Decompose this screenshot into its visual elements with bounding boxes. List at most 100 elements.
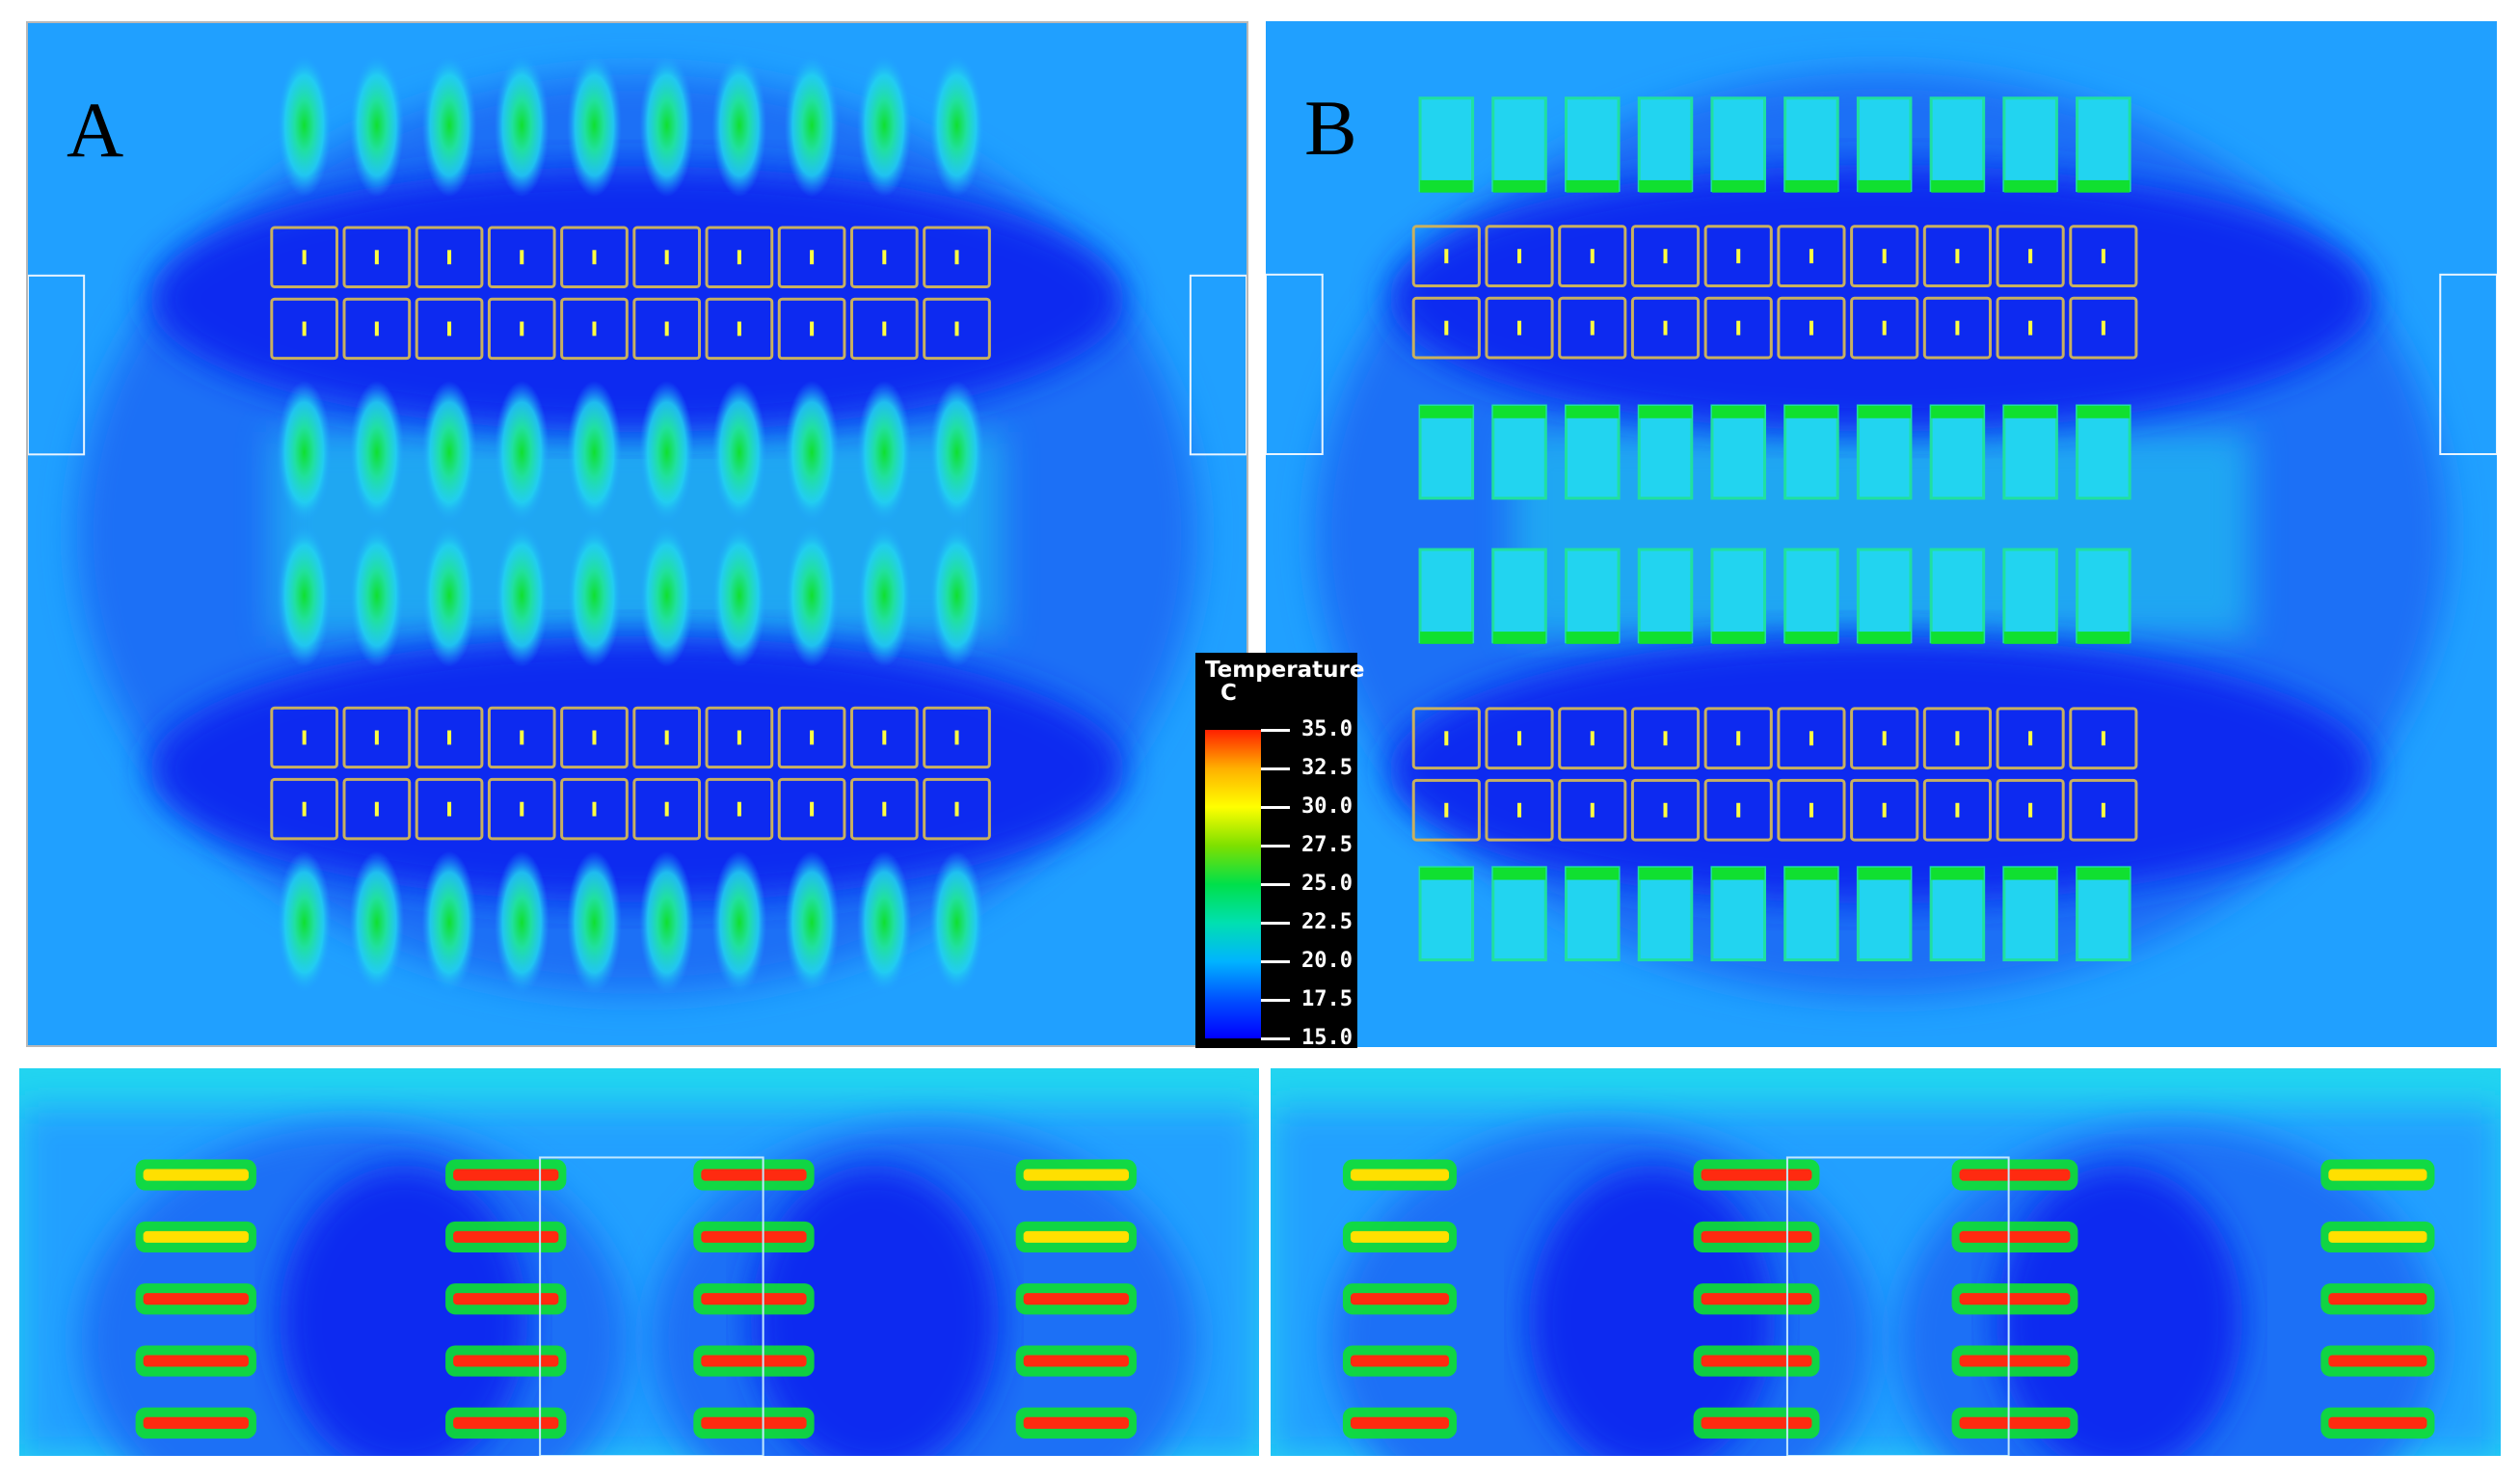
shelf-hot [2328, 1355, 2427, 1367]
heat-block [1929, 866, 1986, 962]
heat-block [1637, 96, 1694, 193]
rack-marker [1955, 802, 1960, 818]
shelf-hot [1350, 1416, 1450, 1429]
heat-plume [277, 850, 333, 994]
rack-box [415, 297, 484, 361]
shelf-hot [143, 1293, 249, 1305]
heat-edge [1931, 632, 1984, 644]
heat-block [1783, 404, 1839, 500]
heat-edge [2077, 406, 2131, 418]
rack-box [849, 226, 919, 288]
rack-box [1850, 778, 1919, 842]
temperature-contour-section-a [19, 1068, 1259, 1456]
rack-box [560, 777, 629, 841]
heat-edge [1492, 632, 1546, 644]
heat-plume [639, 53, 695, 198]
legend-tick-mark [1261, 1037, 1290, 1040]
rack-box [1558, 225, 1627, 288]
heat-edge [1492, 406, 1546, 418]
legend-title: Temperature C [1205, 659, 1364, 705]
rack-box [560, 706, 629, 769]
heat-edge [1420, 406, 1473, 418]
rack-box [1411, 296, 1481, 360]
rack-box [632, 706, 702, 769]
heat-block [1710, 548, 1766, 644]
rack-marker [1736, 320, 1741, 336]
rack-marker [1590, 731, 1595, 746]
rack-box [705, 226, 774, 288]
rack-box [1411, 225, 1481, 288]
heat-edge [2003, 867, 2057, 880]
rack-marker [520, 250, 524, 265]
rack-marker [447, 801, 452, 817]
heat-block [2002, 404, 2058, 500]
rack-marker [1882, 731, 1887, 746]
heat-block [1929, 404, 1986, 500]
legend-tick-label: 25.0 [1301, 872, 1353, 896]
temperature-contour-section-b [1271, 1068, 2501, 1456]
heat-edge [1858, 406, 1911, 418]
rack-box [2069, 778, 2138, 842]
plan-view-b: B [1266, 21, 2497, 1047]
legend-tick-label: 27.5 [1301, 833, 1353, 857]
heat-plume [639, 524, 695, 667]
shelf-hot [1701, 1169, 1812, 1181]
rack-marker [954, 730, 959, 745]
heat-edge [1639, 632, 1692, 644]
rack-marker [302, 730, 307, 745]
rack-marker [737, 321, 741, 336]
shelf-hot [1350, 1293, 1450, 1305]
shelf-hot [1023, 1293, 1129, 1305]
heat-plume [349, 524, 405, 667]
rack-box [923, 777, 991, 841]
heat-block [1418, 548, 1475, 644]
rack-box [1630, 707, 1701, 770]
section-view-a [19, 1068, 1259, 1456]
rack-box [1996, 296, 2065, 360]
heat-plume [494, 850, 550, 994]
rack-marker [2028, 731, 2033, 746]
rack-marker [1444, 802, 1449, 818]
heat-edge [1492, 179, 1546, 193]
rack-box [1630, 778, 1701, 842]
shelf-hot [453, 1355, 559, 1367]
heat-plume [567, 524, 622, 667]
rack-box [1630, 296, 1701, 360]
shelf-hot [1959, 1293, 2071, 1305]
heat-edge [1492, 867, 1546, 880]
plan-view-a: A [26, 21, 1248, 1047]
legend-tick-mark [1261, 999, 1290, 1002]
shelf-hot [453, 1293, 559, 1305]
shelf-hot [701, 1416, 807, 1429]
heat-edge [1420, 179, 1473, 193]
shelf-hot [1959, 1355, 2071, 1367]
opening-left [28, 274, 86, 456]
shelf-hot [2328, 1416, 2427, 1429]
shelf-hot [143, 1230, 249, 1243]
shelf-hot [1023, 1416, 1129, 1429]
rack-marker [374, 730, 379, 745]
rack-marker [447, 321, 452, 336]
heat-block [1929, 96, 1986, 193]
heat-block [1783, 866, 1839, 962]
heat-plume [784, 381, 840, 525]
heat-edge [1858, 867, 1911, 880]
rack-box [1922, 225, 1992, 288]
rack-box [1703, 296, 1773, 360]
heat-block [1783, 548, 1839, 644]
legend-tick-mark [1261, 883, 1290, 886]
heat-block [1418, 866, 1475, 962]
heat-plume [856, 850, 912, 994]
rack-box [1703, 778, 1773, 842]
rack-box [342, 226, 412, 288]
heat-plume [349, 850, 405, 994]
heat-edge [1639, 179, 1692, 193]
rack-box [1996, 778, 2065, 842]
rack-marker [664, 250, 669, 265]
opening-right [2439, 273, 2497, 456]
rack-box [923, 706, 991, 769]
rack-marker [1517, 802, 1522, 818]
rack-marker [302, 250, 307, 265]
rack-box [1411, 778, 1481, 842]
rack-box [1996, 707, 2065, 770]
